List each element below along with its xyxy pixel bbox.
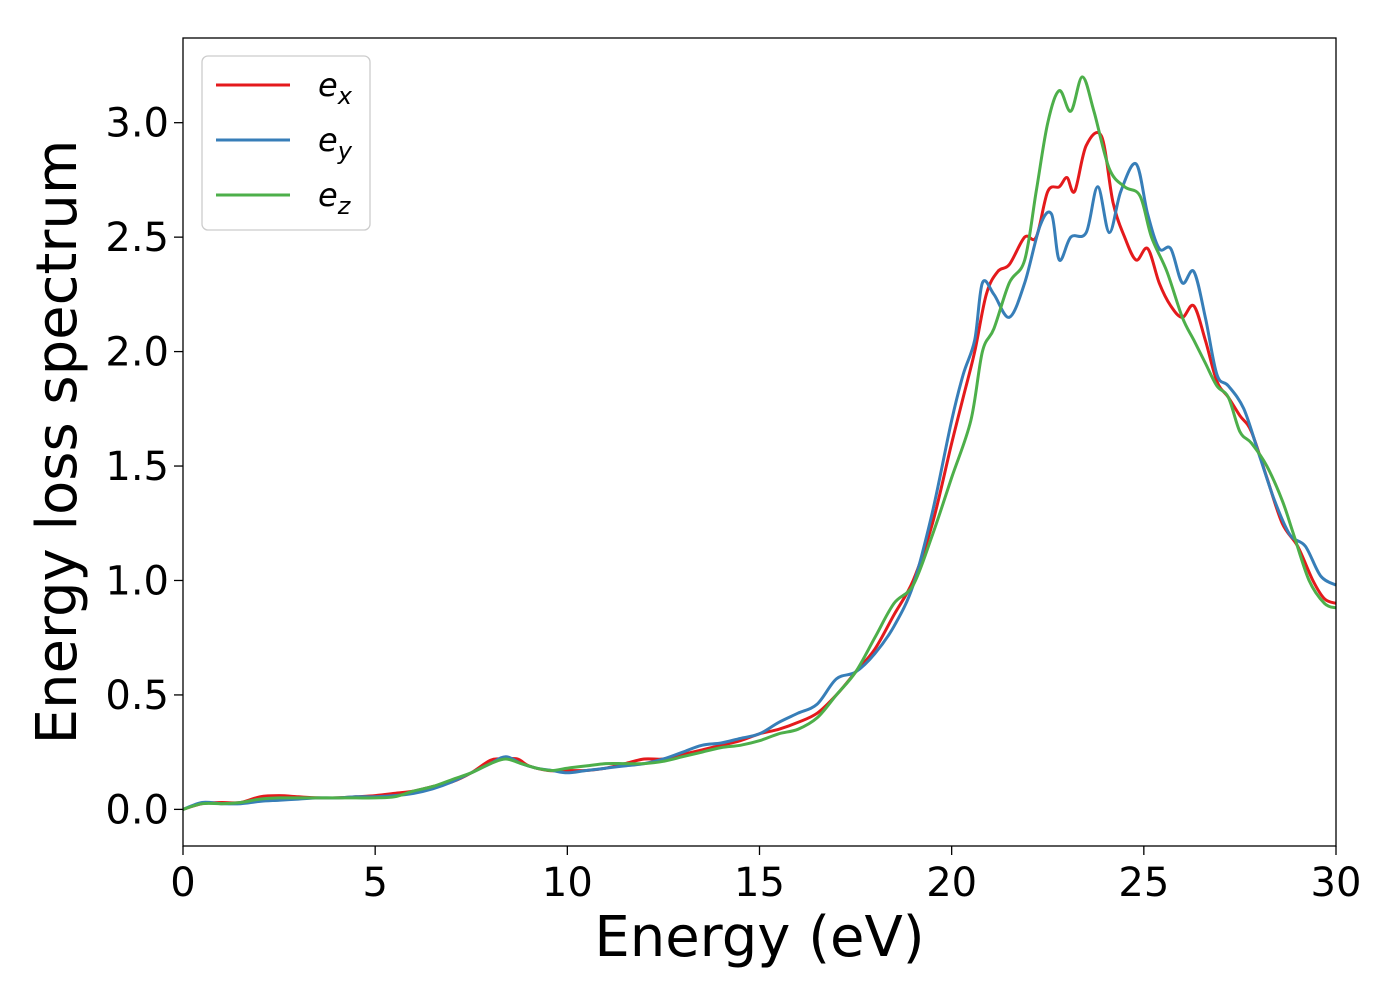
x-axis-label: Energy (eV) <box>594 905 924 970</box>
x-tick-label: 20 <box>926 860 977 906</box>
x-tick-label: 5 <box>362 860 387 906</box>
y-tick-label: 1.0 <box>105 558 169 604</box>
x-tick-label: 15 <box>734 860 785 906</box>
y-tick-label: 0.0 <box>105 787 169 833</box>
y-axis-ticks: 0.0 0.5 1.0 1.5 2.0 2.5 3.0 <box>105 101 183 833</box>
series-line-e-z <box>182 75 1337 811</box>
y-tick-label: 1.5 <box>105 444 169 490</box>
x-tick-label: 30 <box>1311 860 1362 906</box>
y-tick-label: 3.0 <box>105 101 169 147</box>
y-tick-label: 0.5 <box>105 673 169 719</box>
series-line-e-y <box>182 162 1337 811</box>
legend-box <box>201 55 371 231</box>
y-axis-label: Energy loss spectrum <box>25 140 90 745</box>
y-tick-label: 2.0 <box>105 330 169 376</box>
series-layer <box>182 75 1337 811</box>
plot-area <box>183 38 1336 846</box>
x-tick-label: 0 <box>170 860 195 906</box>
x-axis-ticks: 0 5 10 15 20 25 30 <box>170 846 1361 906</box>
x-tick-label: 25 <box>1118 860 1169 906</box>
x-tick-label: 10 <box>542 860 593 906</box>
y-tick-label: 2.5 <box>105 215 169 261</box>
